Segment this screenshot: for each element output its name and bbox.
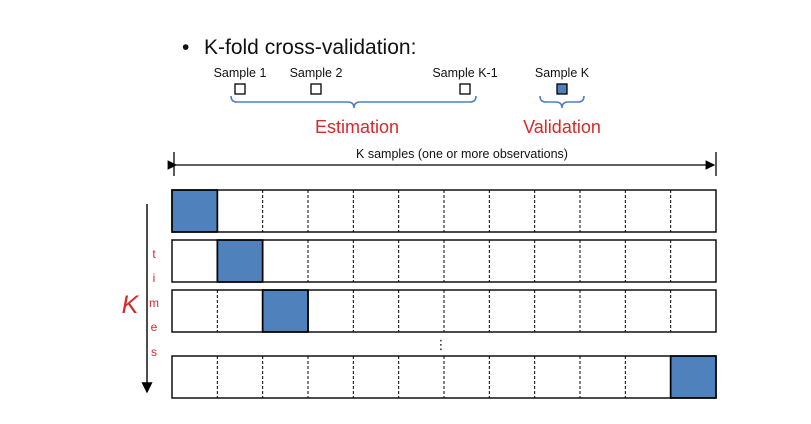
times-letter-1: i [153,271,156,285]
validation-cell [262,290,308,332]
validation-cell [172,190,218,232]
k-label: K [122,291,140,319]
fold-row-1 [171,239,717,283]
validation-label: Validation [523,117,601,137]
sample-label-k: Sample K [535,66,590,80]
validation-cell [670,356,716,398]
span-label: K samples (one or more observations) [356,147,568,161]
fold-row-border [171,355,717,399]
validation-cell [217,240,263,282]
fold-ellipsis: ⋮ [435,337,448,352]
times-letter-4: s [151,345,157,359]
fold-row-0 [171,189,717,233]
fold-row-border [171,189,717,233]
sample-box-k [556,83,568,95]
sample-box-k-minus-1 [459,83,471,95]
sample-box-1 [234,83,246,95]
page-title: K-fold cross-validation: [204,36,416,59]
sample-label-2: Sample 2 [290,66,343,80]
title-bullet: • [182,36,189,59]
fold-rows [171,189,717,399]
sample-label-k-minus-1: Sample K-1 [432,66,497,80]
fold-row-border [171,289,717,333]
estimation-bracket [230,95,477,109]
sample-label-1: Sample 1 [214,66,267,80]
fold-row-2 [171,289,717,333]
validation-bracket [539,95,585,109]
estimation-label: Estimation [315,117,399,137]
sample-box-2 [310,83,322,95]
times-letter-0: t [152,247,156,261]
times-letter-3: e [151,320,158,334]
times-letter-2: m [149,296,159,310]
fold-row-border [171,239,717,283]
fold-row-3 [171,355,717,399]
